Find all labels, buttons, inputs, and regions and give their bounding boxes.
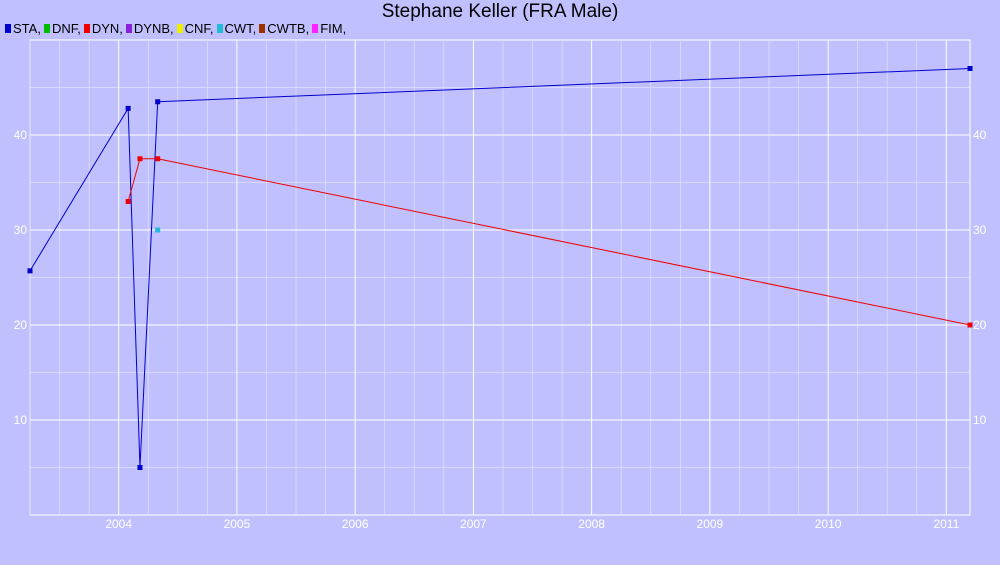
y-tick-label-right: 30 (973, 223, 987, 237)
legend: STA, DNF, DYN, DYNB, CNF, CWT, CWTB, FIM, (5, 20, 349, 36)
y-tick-label-left: 20 (14, 318, 28, 332)
y-tick-label-left: 40 (14, 128, 28, 142)
legend-swatch (176, 23, 183, 33)
legend-item-dynb: DYNB, (125, 20, 174, 36)
legend-label: FIM, (320, 20, 347, 36)
x-tick-label: 2011 (933, 517, 959, 531)
y-tick-label-right: 40 (973, 128, 987, 142)
legend-label: STA, (13, 20, 41, 36)
x-tick-label: 2006 (342, 517, 369, 531)
legend-item-fim: FIM, (312, 21, 346, 36)
legend-swatch (216, 23, 223, 33)
legend-label: DNF, (51, 20, 81, 36)
legend-swatch (312, 23, 319, 33)
x-tick-label: 2008 (578, 517, 605, 531)
data-point-sta (137, 465, 143, 470)
x-tick-label: 2009 (697, 517, 724, 531)
x-tick-label: 2010 (815, 517, 842, 531)
chart-title: Stephane Keller (FRA Male) (381, 1, 619, 22)
legend-swatch (5, 23, 11, 33)
legend-item-dyn: DYN, (83, 20, 123, 36)
data-point-dyn (155, 156, 161, 162)
series-line-sta (29, 68, 971, 468)
legend-label: CWT, (224, 20, 257, 36)
data-point-sta (155, 99, 161, 105)
data-point-dyn (137, 156, 143, 162)
data-point-cwt (155, 227, 161, 233)
legend-label: DYNB, (133, 20, 174, 36)
data-point-dyn (125, 199, 131, 204)
legend-item-sta: STA, (5, 21, 41, 36)
x-tick-label: 2007 (460, 517, 487, 531)
legend-swatch (125, 23, 132, 33)
legend-label: CWTB, (267, 20, 310, 36)
legend-label: CNF, (184, 20, 214, 36)
data-point-sta (125, 105, 131, 111)
legend-item-dnf: DNF, (43, 20, 81, 36)
x-tick-label: 2005 (224, 517, 251, 531)
data-point-sta (27, 268, 33, 274)
legend-item-cwt: CWT, (216, 20, 257, 36)
legend-swatch (83, 23, 90, 33)
x-tick-label: 2004 (105, 517, 132, 531)
legend-swatch (43, 23, 50, 33)
legend-item-cnf: CNF, (176, 20, 214, 36)
y-tick-label-right: 10 (973, 413, 987, 427)
y-tick-label-left: 30 (14, 223, 28, 237)
y-tick-label-right: 20 (973, 318, 987, 332)
legend-label: DYN, (91, 20, 123, 36)
data-point-sta (967, 66, 973, 71)
y-tick-label-left: 10 (14, 413, 28, 427)
series-line-dyn (127, 158, 971, 326)
legend-swatch (259, 23, 266, 33)
legend-item-cwtb: CWTB, (259, 21, 309, 36)
data-point-dyn (967, 322, 973, 328)
